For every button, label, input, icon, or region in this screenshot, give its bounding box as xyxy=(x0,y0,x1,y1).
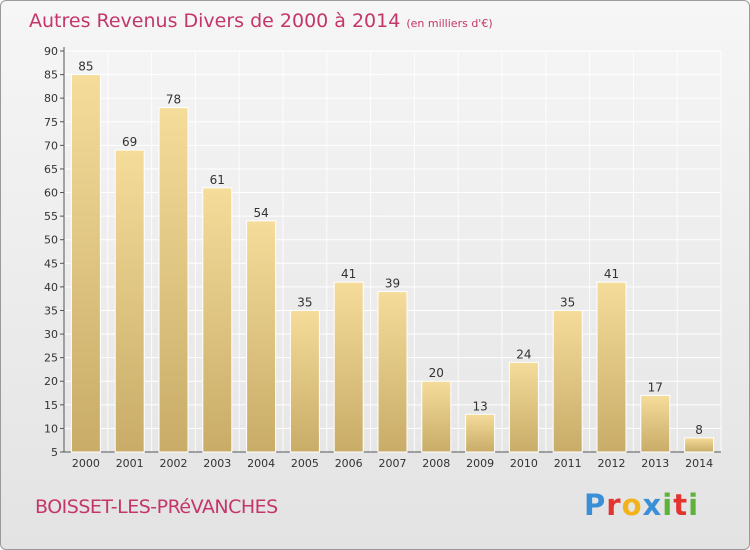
value-label: 35 xyxy=(560,295,575,309)
y-tick-label: 60 xyxy=(44,187,58,200)
bar-2011 xyxy=(552,309,583,453)
bar-2006 xyxy=(333,281,364,453)
x-tick-label: 2006 xyxy=(335,457,363,470)
brand-letter: x xyxy=(642,488,663,522)
y-tick-label: 10 xyxy=(44,422,58,435)
y-tick-label: 25 xyxy=(44,352,58,365)
brand-letter: r xyxy=(606,488,622,522)
y-tick-label: 35 xyxy=(44,304,58,317)
value-label: 35 xyxy=(297,295,312,309)
value-label: 61 xyxy=(210,173,225,187)
bar-2001 xyxy=(114,149,145,453)
bar-2012 xyxy=(596,281,627,453)
x-tick-label: 2002 xyxy=(160,457,188,470)
value-label: 17 xyxy=(648,380,663,394)
x-tick-label: 2009 xyxy=(466,457,494,470)
value-label: 41 xyxy=(604,267,619,281)
y-tick-label: 85 xyxy=(44,69,58,82)
value-label: 39 xyxy=(385,277,400,291)
y-tick-label: 80 xyxy=(44,92,58,105)
y-tick-label: 45 xyxy=(44,257,58,270)
brand-letter: t xyxy=(673,488,689,522)
value-label: 41 xyxy=(341,267,356,281)
bars xyxy=(70,74,715,453)
chart-unit: (en milliers d'€) xyxy=(406,17,493,30)
y-tick-label: 40 xyxy=(44,281,58,294)
x-tick-label: 2004 xyxy=(247,457,275,470)
y-tick-label: 15 xyxy=(44,399,58,412)
value-label: 69 xyxy=(122,135,137,149)
bar-2005 xyxy=(289,309,320,453)
x-tick-label: 2001 xyxy=(116,457,144,470)
x-tick-label: 2008 xyxy=(422,457,450,470)
y-tick-label: 50 xyxy=(44,234,58,247)
x-tick-label: 2005 xyxy=(291,457,319,470)
value-label: 24 xyxy=(516,347,531,361)
value-label: 13 xyxy=(472,399,487,413)
value-label: 78 xyxy=(166,93,181,107)
y-tick-label: 90 xyxy=(44,45,58,58)
x-tick-label: 2012 xyxy=(598,457,626,470)
x-tick-label: 2010 xyxy=(510,457,538,470)
y-tick-label: 5 xyxy=(51,446,58,459)
x-tick-label: 2003 xyxy=(203,457,231,470)
bar-2002 xyxy=(158,107,189,453)
y-tick-label: 55 xyxy=(44,210,58,223)
y-tick-label: 30 xyxy=(44,328,58,341)
bar-2007 xyxy=(377,291,408,453)
x-tick-label: 2000 xyxy=(72,457,100,470)
value-label: 20 xyxy=(429,366,444,380)
bar-2004 xyxy=(246,220,277,453)
value-label: 54 xyxy=(253,206,268,220)
bar-2009 xyxy=(465,413,496,453)
labels: 5 10 15 20 25 30 35 40 45 50 55 60 65 70 75 80 85 90 85 200… xyxy=(44,45,713,470)
brand-letter: i xyxy=(662,488,674,522)
chart-title-text: Autres Revenus Divers de 2000 à 2014 xyxy=(29,10,401,32)
bar-2010 xyxy=(508,361,539,453)
bar-2013 xyxy=(640,394,671,453)
y-tick-label: 75 xyxy=(44,116,58,129)
y-tick-label: 20 xyxy=(44,375,58,388)
bar-2014 xyxy=(684,437,715,453)
brand-letter: o xyxy=(621,488,643,522)
y-tick-label: 65 xyxy=(44,163,58,176)
value-label: 85 xyxy=(78,60,93,74)
x-tick-label: 2007 xyxy=(379,457,407,470)
brand-logo[interactable]: Proxiti xyxy=(584,488,699,522)
brand-letter: i xyxy=(688,488,700,522)
x-tick-label: 2014 xyxy=(685,457,713,470)
x-tick-label: 2013 xyxy=(641,457,669,470)
bar-2000 xyxy=(70,74,101,453)
commune-name: BOISSET-LES-PRéVANCHES xyxy=(35,496,278,518)
x-tick-label: 2011 xyxy=(554,457,582,470)
y-tick-label: 70 xyxy=(44,139,58,152)
bar-2003 xyxy=(202,187,233,453)
chart-title: Autres Revenus Divers de 2000 à 2014 (en … xyxy=(29,10,493,32)
brand-letter: P xyxy=(584,488,607,522)
value-label: 8 xyxy=(695,423,703,437)
bar-2008 xyxy=(421,380,452,453)
